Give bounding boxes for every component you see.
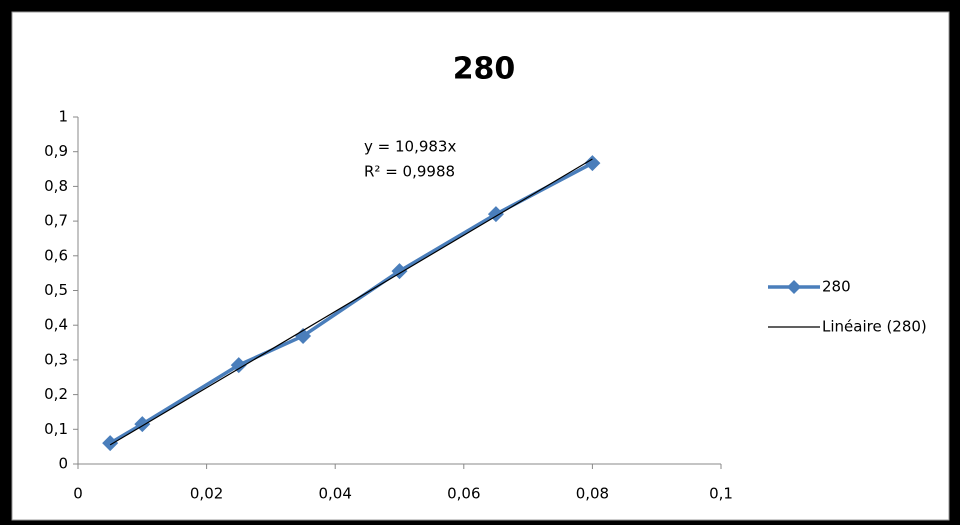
marker <box>102 435 119 452</box>
x-tick-label: 0 <box>73 485 83 503</box>
trend-line <box>109 158 593 446</box>
marker <box>230 357 247 374</box>
chart-area <box>11 11 950 521</box>
x-tick-label: 0,04 <box>318 485 351 503</box>
x-tick-label: 0,02 <box>190 485 223 503</box>
marker <box>295 327 312 344</box>
y-tick-label: 0,3 <box>44 350 68 368</box>
legend-label: Linéaire (280) <box>822 318 927 336</box>
r-squared: R² = 0,9988 <box>364 163 455 181</box>
y-tick-label: 0,1 <box>44 420 68 438</box>
legend-marker <box>787 280 801 294</box>
x-tick-label: 0,08 <box>576 485 609 503</box>
equation: y = 10,983x <box>364 138 456 156</box>
y-tick-label: 0,6 <box>44 246 68 264</box>
x-tick-label: 0,1 <box>709 485 733 503</box>
y-tick-label: 0,5 <box>44 281 68 299</box>
y-tick-label: 0,8 <box>44 177 68 195</box>
y-tick-label: 1 <box>58 108 68 126</box>
y-tick-label: 0,9 <box>44 142 68 160</box>
y-tick-label: 0,4 <box>44 316 68 334</box>
chart-title: 280 <box>453 52 516 87</box>
y-tick-label: 0,7 <box>44 212 68 230</box>
legend-label: 280 <box>822 278 851 296</box>
y-tick-label: 0,2 <box>44 385 68 403</box>
marker <box>584 155 601 172</box>
y-tick-label: 0 <box>58 455 68 473</box>
x-tick-label: 0,06 <box>447 485 480 503</box>
